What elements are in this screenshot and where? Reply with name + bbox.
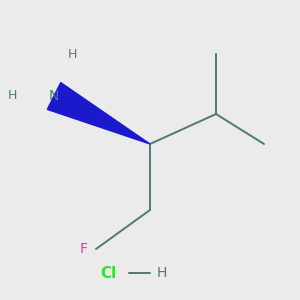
Text: H: H — [7, 89, 17, 103]
Polygon shape — [47, 82, 150, 144]
Text: N: N — [49, 89, 59, 103]
Text: Cl: Cl — [100, 266, 116, 280]
Text: H: H — [157, 266, 167, 280]
Text: H: H — [67, 47, 77, 61]
Text: F: F — [80, 242, 88, 256]
